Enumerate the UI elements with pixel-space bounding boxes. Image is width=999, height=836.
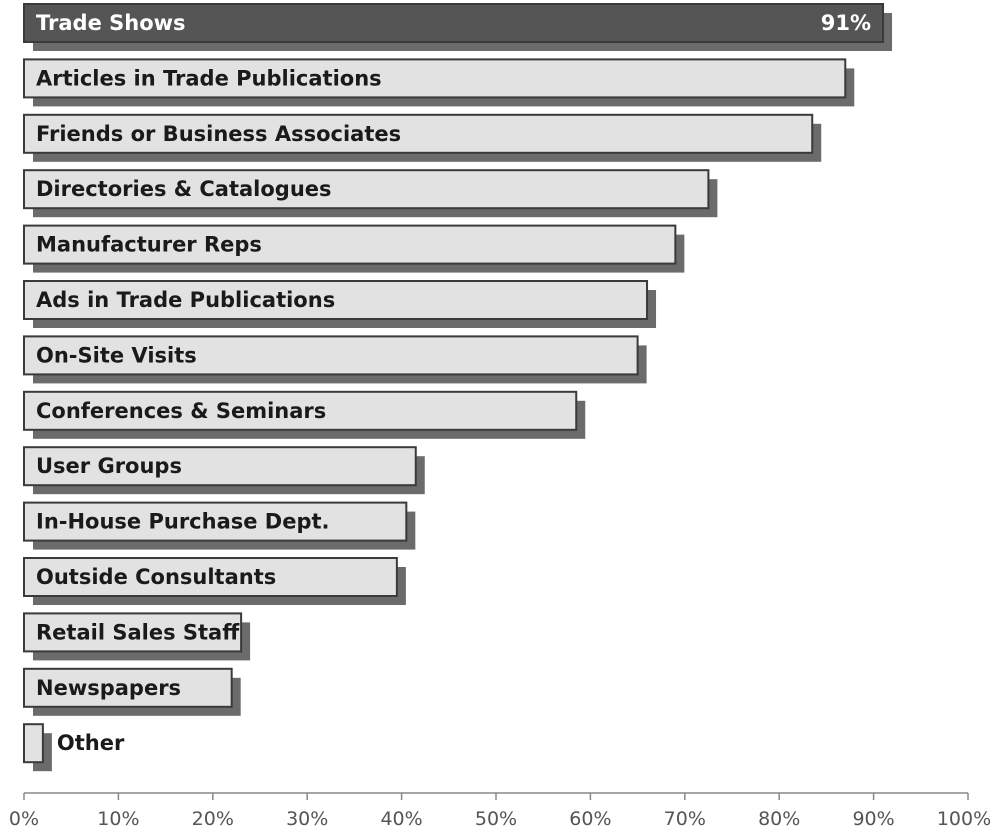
x-tick-label: 0%: [9, 808, 39, 830]
bar-group: User Groups: [23, 446, 425, 495]
bar: [23, 58, 847, 99]
bar-group: Ads in Trade Publications: [23, 280, 657, 328]
bar-group: Conferences & Seminars: [23, 390, 586, 439]
bar-category-label: User Groups: [36, 454, 182, 478]
bar-category-label: Trade Shows: [36, 11, 186, 35]
bar-group: Directories & Catalogues: [23, 169, 718, 218]
bar: [23, 501, 408, 542]
bar-group: Newspapers: [23, 667, 241, 716]
x-tick-label: 100%: [937, 808, 991, 830]
bar-group: On-Site Visits: [23, 335, 647, 384]
bar-category-label: Directories & Catalogues: [36, 177, 332, 201]
bar-category-label: On-Site Visits: [36, 343, 197, 367]
bar-group: Trade Shows 91%: [23, 3, 893, 51]
bar: [23, 3, 885, 43]
bar: [23, 723, 44, 764]
bar-group: Friends or Business Associates: [23, 113, 822, 162]
bar-category-label: Outside Consultants: [36, 565, 276, 589]
x-tick-label: 80%: [758, 808, 800, 830]
bar-group: Outside Consultants: [23, 557, 406, 605]
x-tick-label: 70%: [664, 808, 706, 830]
bar-category-label: Conferences & Seminars: [36, 399, 326, 423]
bar: [23, 280, 649, 320]
bars-group: Trade Shows 91% Articles in Trade Publicat…: [23, 3, 893, 772]
bar: [23, 667, 233, 708]
bar-category-label: Newspapers: [36, 676, 181, 700]
bar-category-label: Retail Sales Staff: [36, 620, 240, 644]
bar: [23, 335, 639, 376]
bar-category-label: Ads in Trade Publications: [36, 288, 335, 312]
x-tick-label: 10%: [97, 808, 139, 830]
bar: [23, 446, 417, 487]
bar-category-label: In-House Purchase Dept.: [36, 510, 330, 534]
x-tick-label: 60%: [569, 808, 611, 830]
x-tick-label: 40%: [380, 808, 422, 830]
x-tick-label: 30%: [286, 808, 328, 830]
bar: [23, 390, 578, 431]
bar-category-label: Friends or Business Associates: [36, 122, 401, 146]
x-tick-label: 90%: [852, 808, 894, 830]
bar: [23, 113, 814, 154]
bar-group: Articles in Trade Publications: [23, 58, 855, 107]
bar-value-label: 91%: [821, 11, 871, 35]
x-axis: 0% 10% 20% 30% 40% 50% 60% 70% 80% 90% 100%: [9, 792, 991, 830]
bar: [23, 169, 710, 210]
bar-category-label: Other: [57, 731, 125, 755]
x-tick-label: 50%: [475, 808, 517, 830]
bar: [23, 224, 677, 265]
bar: [23, 557, 398, 597]
x-tick-label: 20%: [192, 808, 234, 830]
bar-category-label: Manufacturer Reps: [36, 233, 262, 257]
bar-group: In-House Purchase Dept.: [23, 501, 416, 550]
bar-group: Retail Sales Staff: [23, 612, 251, 661]
bar-category-label: Articles in Trade Publications: [36, 66, 382, 90]
bar: [23, 612, 243, 653]
bar-group: Other: [23, 723, 125, 772]
bar-group: Manufacturer Reps: [23, 224, 685, 273]
